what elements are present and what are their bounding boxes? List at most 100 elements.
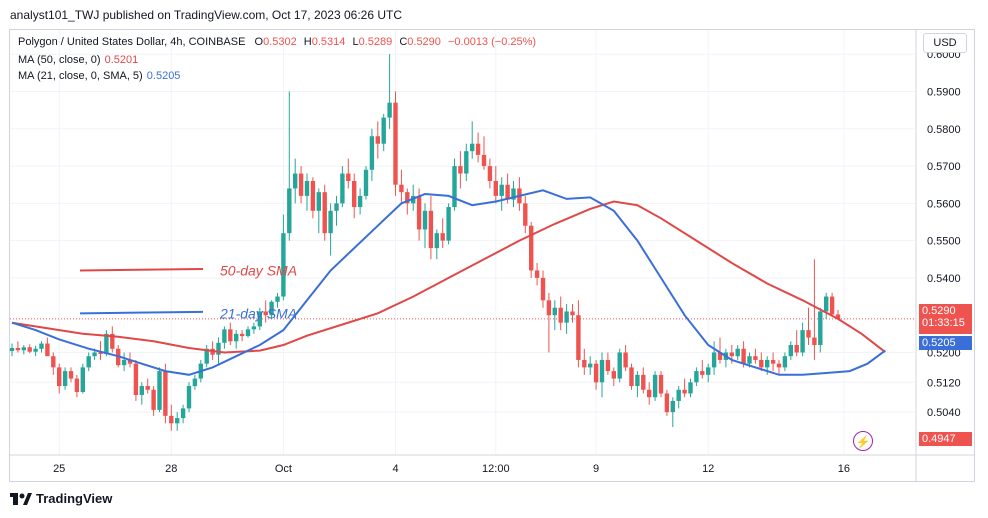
candle-body	[352, 180, 357, 208]
ma50-label: MA (50, close, 0)	[18, 54, 101, 66]
candle-body	[664, 393, 670, 413]
candle-body	[593, 363, 599, 383]
candle-body	[86, 356, 91, 368]
lightning-icon[interactable]: ⚡	[853, 431, 873, 451]
candle-body	[369, 136, 375, 170]
candle-body	[546, 300, 552, 316]
candle-body	[824, 296, 829, 312]
candle-body	[511, 188, 516, 200]
candle-body	[245, 329, 251, 337]
candles	[9, 54, 841, 431]
candle-body	[51, 356, 56, 368]
ma21-label: MA (21, close, 0, SMA, 5)	[18, 70, 143, 82]
tradingview-logo[interactable]: TradingView	[10, 491, 112, 506]
candle-body	[263, 311, 268, 316]
candle-body	[611, 371, 616, 379]
candle-body	[576, 315, 581, 360]
candle-body	[800, 330, 805, 353]
candle-body	[21, 347, 26, 351]
candle-body	[735, 348, 740, 357]
candle-body	[133, 363, 139, 395]
ma21-line	[11, 189, 886, 376]
candle-body	[298, 173, 304, 196]
candle-body	[440, 233, 445, 241]
candle-body	[251, 326, 257, 330]
candle-body	[505, 184, 510, 200]
candle-body	[829, 296, 835, 315]
candle-body	[357, 195, 363, 208]
candle-body	[180, 408, 186, 419]
candle-body	[493, 180, 498, 196]
ma-price-tag: 0.5205	[919, 336, 972, 350]
candle-body	[186, 386, 192, 409]
candle-body	[641, 374, 646, 390]
candle-body	[222, 329, 227, 343]
candle-body	[481, 154, 487, 167]
candle-body	[293, 173, 298, 189]
candle-body	[765, 359, 770, 368]
candle-body	[27, 347, 32, 352]
symbol-title: Polygon / United States Dollar, 4h, COIN…	[18, 36, 246, 48]
y-tick-label: 0.5600	[927, 198, 961, 210]
y-tick-label: 0.5200	[927, 347, 961, 359]
candle-body	[688, 382, 693, 394]
legend-symbol: Polygon / United States Dollar, 4h, COIN…	[18, 36, 536, 48]
y-tick-label: 0.5040	[927, 407, 961, 419]
candle-body	[464, 151, 469, 174]
candle-body	[151, 389, 156, 410]
candle-body	[393, 102, 398, 185]
candle-body	[405, 192, 410, 204]
candle-body	[470, 143, 475, 152]
candle-body	[499, 184, 504, 196]
candle-body	[835, 314, 841, 319]
candle-body	[534, 270, 540, 278]
candle-body	[328, 210, 333, 234]
candle-body	[275, 296, 280, 302]
candle-body	[794, 345, 799, 353]
candle-body	[310, 180, 316, 211]
x-tick-label: 25	[53, 463, 65, 475]
x-tick-label: Oct	[275, 463, 292, 475]
low-price: 0.4947	[922, 433, 956, 445]
candle-body	[523, 203, 528, 226]
last-price: 0.5290	[922, 305, 956, 317]
candle-body	[717, 352, 723, 360]
candle-body	[776, 363, 782, 368]
candle-body	[104, 333, 109, 354]
candle-body	[33, 348, 38, 352]
ma21-value: 0.5205	[146, 70, 181, 82]
candle-body	[322, 192, 327, 234]
candle-body	[422, 210, 428, 230]
x-tick-label: 28	[165, 463, 177, 475]
candle-body	[729, 352, 734, 357]
candle-body	[818, 311, 823, 346]
candle-body	[121, 359, 127, 366]
candle-body	[92, 352, 97, 357]
legend-ma50: MA (50, close, 0) 0.5201	[18, 54, 138, 66]
candle-body	[363, 169, 369, 196]
candle-body	[487, 166, 493, 181]
legend-ma21: MA (21, close, 0, SMA, 5) 0.5205	[18, 70, 180, 82]
candle-body	[706, 367, 711, 375]
candle-body	[741, 348, 746, 364]
candle-body	[39, 343, 44, 349]
candle-body	[647, 389, 652, 398]
candle-body	[558, 307, 563, 323]
chart-frame	[9, 29, 975, 482]
candle-body	[98, 352, 103, 354]
candle-body	[62, 371, 68, 387]
candle-body	[15, 348, 21, 351]
currency-button[interactable]: USD	[923, 33, 967, 53]
ohlc-l-label: L	[352, 36, 359, 48]
candle-body	[304, 180, 310, 196]
candle-body	[582, 359, 587, 368]
ohlc-open: 0.5302	[263, 36, 297, 48]
candle-body	[9, 348, 15, 351]
x-tick-label: 9	[593, 463, 599, 475]
candle-body	[204, 348, 209, 364]
candle-body	[458, 166, 463, 174]
candle-body	[257, 311, 262, 327]
ohlc-change: −0.0013 (−0.25%)	[447, 36, 537, 48]
candle-body	[234, 333, 239, 342]
